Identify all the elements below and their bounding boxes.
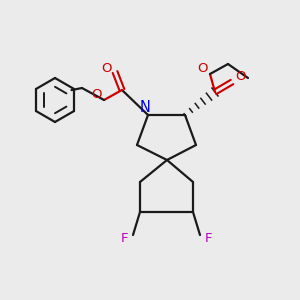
Text: O: O (235, 70, 245, 83)
Text: F: F (204, 232, 212, 244)
Text: F: F (121, 232, 129, 244)
Text: O: O (197, 62, 207, 76)
Text: N: N (140, 100, 150, 115)
Text: O: O (102, 61, 112, 74)
Text: O: O (91, 88, 101, 101)
